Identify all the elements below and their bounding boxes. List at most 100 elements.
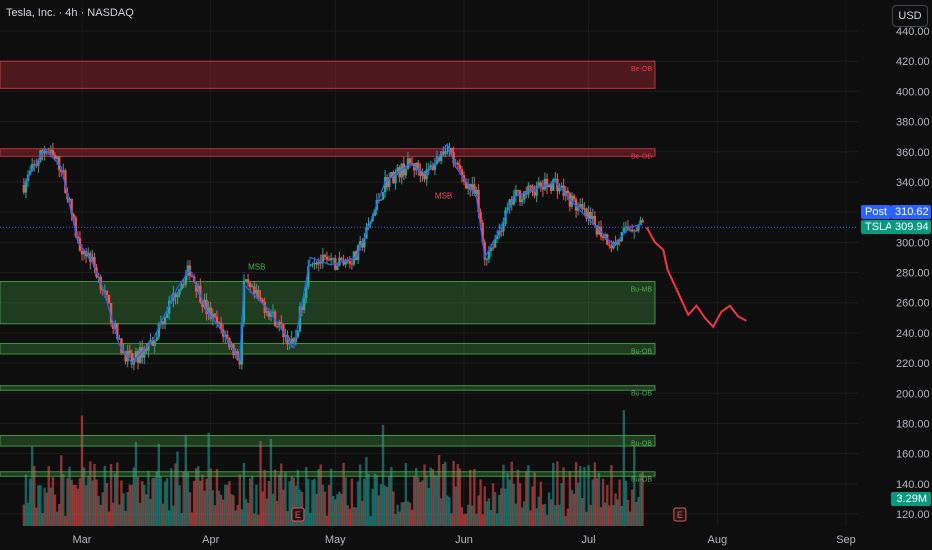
volume-bar — [122, 493, 125, 526]
price-tick-label: 260.00 — [896, 298, 930, 310]
candle-body — [116, 323, 119, 340]
volume-bar — [327, 484, 331, 526]
volume-bar — [194, 468, 198, 526]
volume-bar — [24, 474, 28, 526]
price-tick-label: 200.00 — [896, 388, 930, 400]
candle-body — [35, 164, 38, 166]
volume-bar — [242, 462, 246, 526]
candle-body — [429, 165, 432, 169]
candle-body — [165, 313, 169, 318]
volume-bar — [334, 499, 337, 526]
candle-body — [180, 284, 183, 290]
currency-button[interactable]: USD — [892, 5, 928, 27]
candle-body — [33, 164, 36, 166]
volume-bar — [282, 489, 285, 526]
candle-body — [307, 265, 310, 288]
time-axis[interactable]: Mar Apr May Jun Jul Aug Sep — [73, 534, 856, 546]
volume-bar — [199, 480, 202, 526]
volume-bar — [39, 485, 42, 526]
volume-bar — [226, 484, 229, 526]
volume-bar — [574, 462, 578, 526]
price-axis[interactable]: 120.00 140.00 160.00 180.00 200.00 220.00 240.… — [896, 26, 930, 521]
candle-body — [496, 235, 499, 240]
candle-body — [537, 182, 540, 186]
candle-body — [460, 169, 464, 176]
candle-body — [240, 322, 244, 365]
candle-body — [533, 191, 536, 196]
candle-body — [566, 190, 570, 194]
price-tick-label: 360.00 — [896, 147, 930, 159]
candle-body — [155, 337, 158, 341]
volume-bar — [332, 496, 335, 526]
candle-body — [305, 287, 308, 298]
volume-bar — [263, 469, 266, 526]
volume-bar — [176, 451, 179, 526]
volume-bar — [136, 477, 140, 526]
volume-bar — [109, 463, 113, 526]
volume-bar — [95, 479, 98, 526]
candle-body — [439, 151, 443, 162]
volume-bar — [448, 497, 451, 526]
volume-bar — [174, 463, 177, 526]
candle-body — [344, 259, 347, 265]
candle-body — [641, 220, 644, 223]
candle-body — [350, 263, 354, 265]
volume-bar — [520, 507, 524, 526]
volume-bar — [446, 495, 449, 526]
candle-body — [608, 244, 611, 246]
candle-body — [593, 216, 596, 226]
volume-bar — [219, 494, 223, 526]
volume-bar — [55, 511, 59, 526]
candle-body — [408, 158, 412, 164]
volume-bar — [610, 464, 613, 526]
candle-body — [147, 343, 150, 351]
volume-bar — [255, 484, 258, 526]
volume-bar — [99, 504, 102, 526]
volume-bar — [228, 481, 231, 526]
volume-bar — [211, 490, 214, 526]
zone-label: Be-OB — [631, 154, 652, 161]
candle-body — [514, 190, 518, 196]
candle-body — [201, 302, 204, 308]
candle-body — [383, 177, 387, 193]
volume-bar — [288, 481, 291, 526]
candle-body — [298, 306, 302, 332]
volume-bar — [500, 488, 503, 526]
volume-bar — [315, 493, 318, 526]
order-block-zone — [0, 281, 656, 325]
volume-bar — [141, 481, 144, 526]
volume-bar — [346, 505, 349, 526]
candle-body — [248, 282, 252, 287]
candle-body — [130, 353, 134, 365]
volume-bar — [215, 469, 219, 526]
volume-bar — [165, 478, 169, 526]
candle-body — [238, 360, 241, 365]
candle-body — [290, 338, 293, 344]
candle-body — [194, 281, 198, 292]
candle-body — [271, 311, 275, 313]
candle-body — [512, 195, 516, 205]
time-tick-label: Aug — [707, 534, 727, 546]
candle-body — [589, 211, 592, 219]
candle-body — [167, 300, 171, 314]
time-tick-label: Jun — [455, 534, 473, 546]
candle-body — [450, 147, 453, 153]
candle-body — [560, 185, 563, 188]
volume-bar — [186, 471, 190, 526]
candle-body — [406, 158, 410, 170]
volume-bar — [591, 479, 594, 526]
candle-body — [626, 226, 630, 230]
post-label-tag: Post — [861, 205, 892, 219]
volume-bar — [163, 481, 167, 526]
volume-bar — [116, 462, 119, 526]
volume-bar — [537, 496, 540, 526]
volume-bar — [41, 512, 44, 526]
volume-bar — [358, 464, 362, 526]
candle-body — [498, 230, 501, 236]
candle-body — [219, 322, 223, 330]
volume-bar — [323, 491, 327, 526]
candles — [22, 142, 644, 370]
volume-bar — [28, 478, 32, 526]
candle-body — [91, 256, 94, 262]
